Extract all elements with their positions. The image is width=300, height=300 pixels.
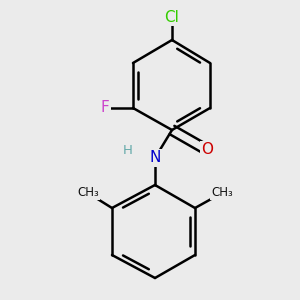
Text: N: N (149, 151, 161, 166)
Text: Cl: Cl (165, 10, 179, 25)
Text: H: H (123, 143, 133, 157)
Text: F: F (100, 100, 109, 116)
Text: O: O (201, 142, 213, 158)
Text: CH₃: CH₃ (77, 187, 99, 200)
Text: CH₃: CH₃ (211, 187, 233, 200)
